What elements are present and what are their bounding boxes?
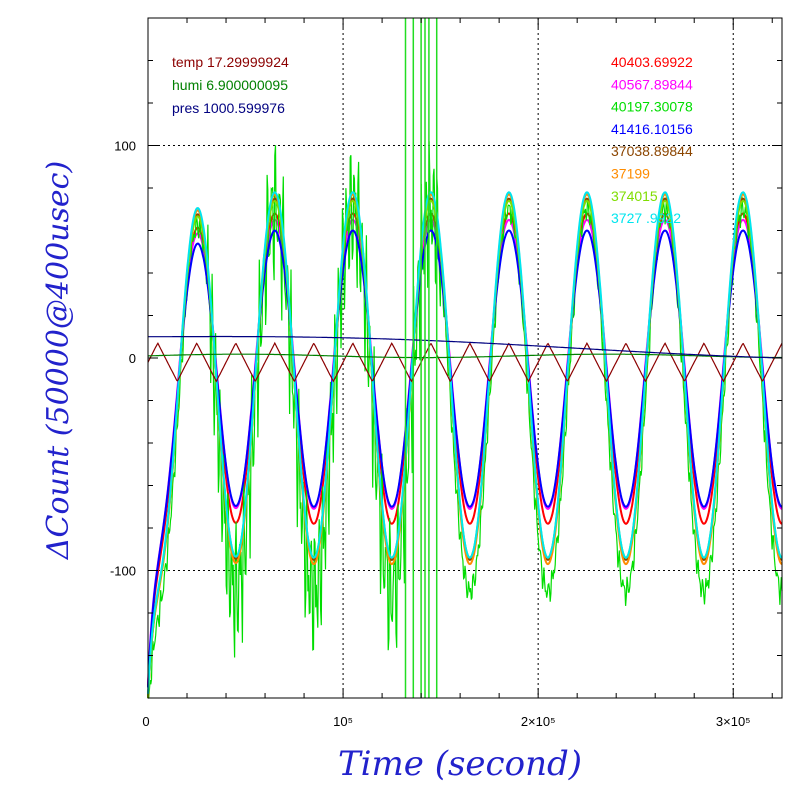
legend-entry: 40197.30078 (611, 99, 693, 115)
x-axis-title: Time (second) (338, 744, 582, 784)
x-tick-label: 3×10⁵ (716, 714, 751, 729)
series-line (147, 335, 782, 359)
series-line (148, 353, 783, 359)
y-tick-label: 0 (129, 351, 136, 366)
legend-entry: 37038.89844 (611, 143, 693, 159)
legend-entry: 41416.10156 (611, 121, 693, 137)
y-axis-title: ΔCount (50000@400usec) (41, 161, 76, 560)
y-tick-label: 100 (114, 139, 136, 154)
series-group (147, 18, 783, 699)
legend-entry: 3727 .9922 (611, 210, 681, 226)
legend-entry: pres 1000.599976 (172, 100, 285, 116)
legend-entry: 40403.69922 (611, 54, 693, 70)
legend: temp 17.29999924 humi 6.900000095 pres 100… (172, 54, 693, 226)
y-tick-label: -100 (110, 564, 136, 579)
x-tick-label: 10⁵ (333, 714, 353, 729)
legend-entry: humi 6.900000095 (172, 77, 288, 93)
x-tick-label: 2×10⁵ (521, 714, 556, 729)
legend-entry: 374015 (611, 188, 658, 204)
legend-entry: temp 17.29999924 (172, 54, 289, 70)
series-line (147, 191, 783, 694)
x-tick-label: 0 (142, 714, 149, 729)
legend-entry: 40567.89844 (611, 76, 693, 92)
ticks: 0 10⁵ 2×10⁵ 3×10⁵ 100 0 -100 (110, 18, 782, 729)
legend-entry: 37199 (611, 166, 650, 182)
series-line (147, 341, 783, 383)
